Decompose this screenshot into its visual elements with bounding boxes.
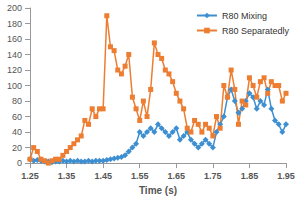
svg-text:1.65: 1.65 [168, 171, 186, 181]
svg-text:1.85: 1.85 [241, 171, 259, 181]
svg-text:1.25: 1.25 [21, 171, 39, 181]
svg-text:1.45: 1.45 [94, 171, 112, 181]
svg-text:Time (s): Time (s) [139, 185, 177, 196]
svg-text:180: 180 [7, 19, 22, 29]
svg-text:200: 200 [7, 3, 22, 13]
svg-text:100: 100 [7, 81, 22, 91]
svg-text:60: 60 [12, 112, 22, 122]
svg-text:0: 0 [17, 158, 22, 168]
svg-text:1.95: 1.95 [277, 171, 295, 181]
svg-text:1.35: 1.35 [58, 171, 76, 181]
svg-text:160: 160 [7, 34, 22, 44]
svg-text:80: 80 [12, 96, 22, 106]
svg-text:1.55: 1.55 [131, 171, 149, 181]
svg-text:R80 Mixing: R80 Mixing [222, 11, 267, 21]
svg-text:1.75: 1.75 [204, 171, 222, 181]
svg-text:R80 Separatedly: R80 Separatedly [222, 26, 290, 36]
svg-text:20: 20 [12, 143, 22, 153]
svg-text:40: 40 [12, 127, 22, 137]
svg-text:140: 140 [7, 50, 22, 60]
svg-text:120: 120 [7, 65, 22, 75]
